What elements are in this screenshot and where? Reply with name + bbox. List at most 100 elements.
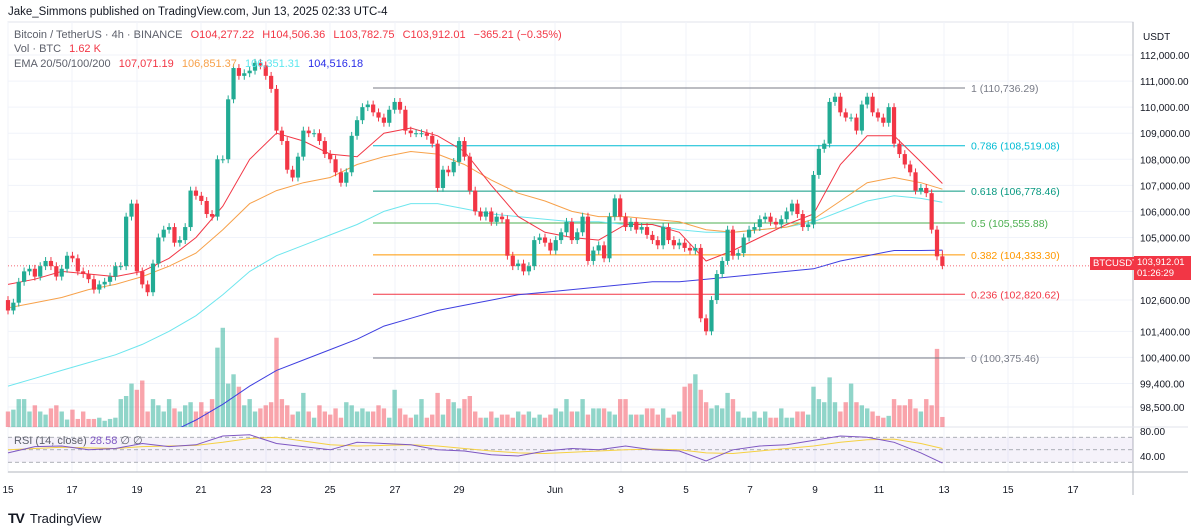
fib-level-label: 1 (110,736.29) xyxy=(971,83,1039,95)
candle-body xyxy=(661,227,666,246)
ema50-line xyxy=(8,150,943,309)
candle xyxy=(269,71,274,93)
volume-bar xyxy=(634,414,639,427)
candle-body xyxy=(580,216,585,233)
candle xyxy=(274,84,279,135)
candle-body xyxy=(607,216,612,259)
candle-body xyxy=(784,211,789,220)
candle-body xyxy=(612,198,617,217)
candle-body xyxy=(870,96,875,113)
candle-body xyxy=(435,143,440,188)
tradingview-logo[interactable]: TV TradingView xyxy=(8,510,101,526)
candle xyxy=(542,233,548,247)
volume-bar xyxy=(403,414,408,427)
candle xyxy=(516,259,521,271)
candle xyxy=(81,267,86,278)
rsi-extra: ∅ ∅ xyxy=(120,435,143,447)
candle-body xyxy=(11,302,16,311)
candle-body xyxy=(666,227,671,241)
candle-body xyxy=(64,255,70,269)
candle-body xyxy=(387,109,392,123)
volume-bar xyxy=(709,408,714,427)
date-tick-label: 21 xyxy=(195,485,207,496)
candle xyxy=(816,144,821,179)
volume-bar xyxy=(247,399,252,427)
candle-body xyxy=(48,260,54,267)
candle-body xyxy=(290,169,295,178)
fib-level-label: 0.786 (108,519.08) xyxy=(971,141,1060,153)
candle-body xyxy=(338,172,344,183)
candle xyxy=(91,275,97,294)
candle-body xyxy=(381,117,386,123)
candle xyxy=(215,155,220,221)
volume-bar xyxy=(537,414,542,427)
volume-bar xyxy=(827,377,832,427)
candle xyxy=(338,168,344,187)
candle-body xyxy=(575,232,580,241)
candle-body xyxy=(467,156,472,191)
candle xyxy=(623,212,628,231)
volume-bar xyxy=(494,417,499,427)
symbol-name[interactable]: Bitcoin / TetherUS · 4h · BINANCE xyxy=(14,29,183,41)
candle-body xyxy=(440,169,446,188)
candle-body xyxy=(891,107,897,144)
candle-body xyxy=(177,240,182,243)
date-tick-label: 11 xyxy=(874,485,885,496)
volume-bar xyxy=(666,417,671,427)
candle-body xyxy=(5,300,11,311)
volume-bar xyxy=(91,418,97,427)
candle-body xyxy=(886,107,891,123)
candle xyxy=(467,152,472,195)
candle xyxy=(827,98,832,148)
ema20-value: 107,071.19 xyxy=(118,58,174,70)
candle-body xyxy=(730,229,736,256)
volume-bar xyxy=(752,411,757,427)
candle xyxy=(64,251,70,273)
volume-bar xyxy=(542,417,548,427)
volume-bar xyxy=(456,408,462,427)
candle-body xyxy=(317,133,322,142)
candle-body xyxy=(301,130,306,157)
candle-body xyxy=(274,88,279,131)
candle xyxy=(54,262,59,281)
volume-bar xyxy=(166,399,172,427)
volume-bar xyxy=(16,399,21,427)
candle xyxy=(344,168,349,187)
volume-bar xyxy=(601,408,607,427)
price-tick-label: 108,000.00 xyxy=(1140,155,1190,166)
volume-bar xyxy=(811,386,816,427)
candle xyxy=(698,244,703,323)
candle xyxy=(773,217,779,229)
volume-label[interactable]: Vol · BTC xyxy=(14,43,62,55)
candle xyxy=(720,257,725,278)
candle-body xyxy=(414,133,419,135)
volume-bar xyxy=(907,399,913,427)
candle-body xyxy=(682,242,687,248)
candle-body xyxy=(145,284,150,293)
candle xyxy=(328,150,333,164)
volume-bar xyxy=(703,402,709,427)
volume-bar xyxy=(440,414,446,427)
volume-bar xyxy=(75,418,81,427)
candle xyxy=(725,225,730,265)
candle xyxy=(510,251,515,271)
candle-body xyxy=(763,216,768,220)
candle xyxy=(644,223,650,239)
candle-body xyxy=(811,174,816,225)
volume-bar xyxy=(784,417,789,427)
symbol-legend: Bitcoin / TetherUS · 4h · BINANCE O104,2… xyxy=(14,29,567,41)
candle xyxy=(333,155,338,177)
volume-bar xyxy=(215,347,220,427)
price-tick-label: 100,400.00 xyxy=(1140,353,1190,364)
volume-bar xyxy=(859,405,865,427)
candle xyxy=(86,270,91,284)
volume-bar xyxy=(188,402,193,427)
rsi-label[interactable]: RSI (14, close) xyxy=(14,435,87,447)
volume-bar xyxy=(183,405,188,427)
ema-label[interactable]: EMA 20/50/100/200 xyxy=(14,58,111,70)
ema100-value: 106,351.31 xyxy=(244,58,301,70)
candle-body xyxy=(704,318,709,332)
volume-bar xyxy=(172,408,177,427)
volume-bar xyxy=(263,405,268,427)
